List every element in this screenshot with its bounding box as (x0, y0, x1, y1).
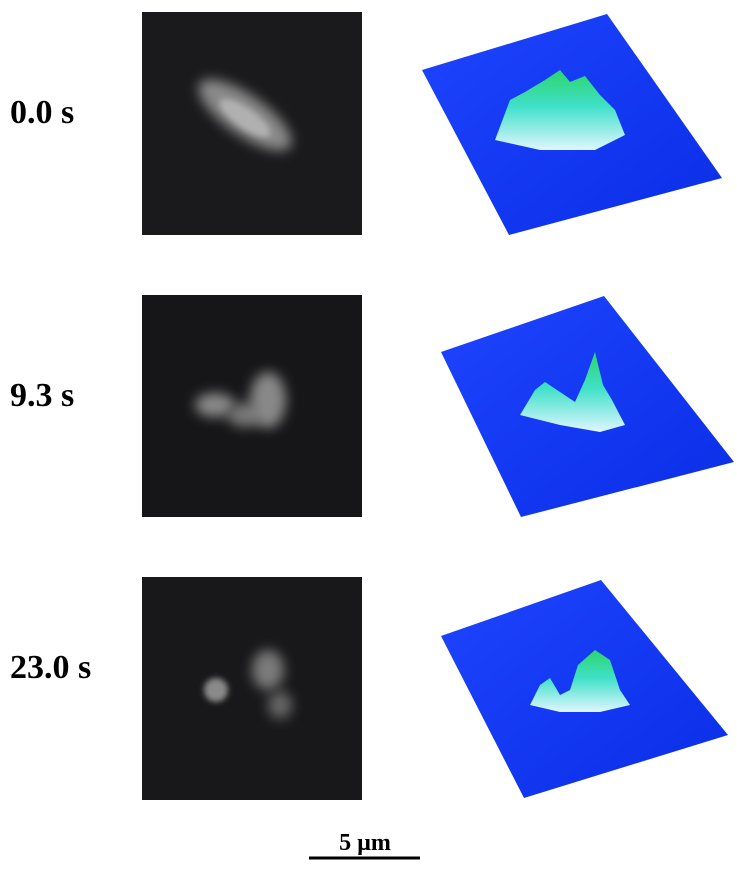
micrograph (142, 577, 362, 800)
time-label: 23.0 s (10, 649, 91, 686)
surface-plot (422, 14, 722, 235)
time-label: 9.3 s (10, 377, 74, 414)
surface-plot (441, 580, 728, 798)
time-label: 0.0 s (10, 94, 74, 131)
surface-plot (441, 296, 734, 517)
scale-bar-label: 5 µm (339, 830, 391, 856)
micrograph (142, 295, 362, 517)
figure: 0.0 s 9.3 s 23.0 s 5 µm (0, 0, 737, 870)
micrograph (142, 12, 362, 235)
